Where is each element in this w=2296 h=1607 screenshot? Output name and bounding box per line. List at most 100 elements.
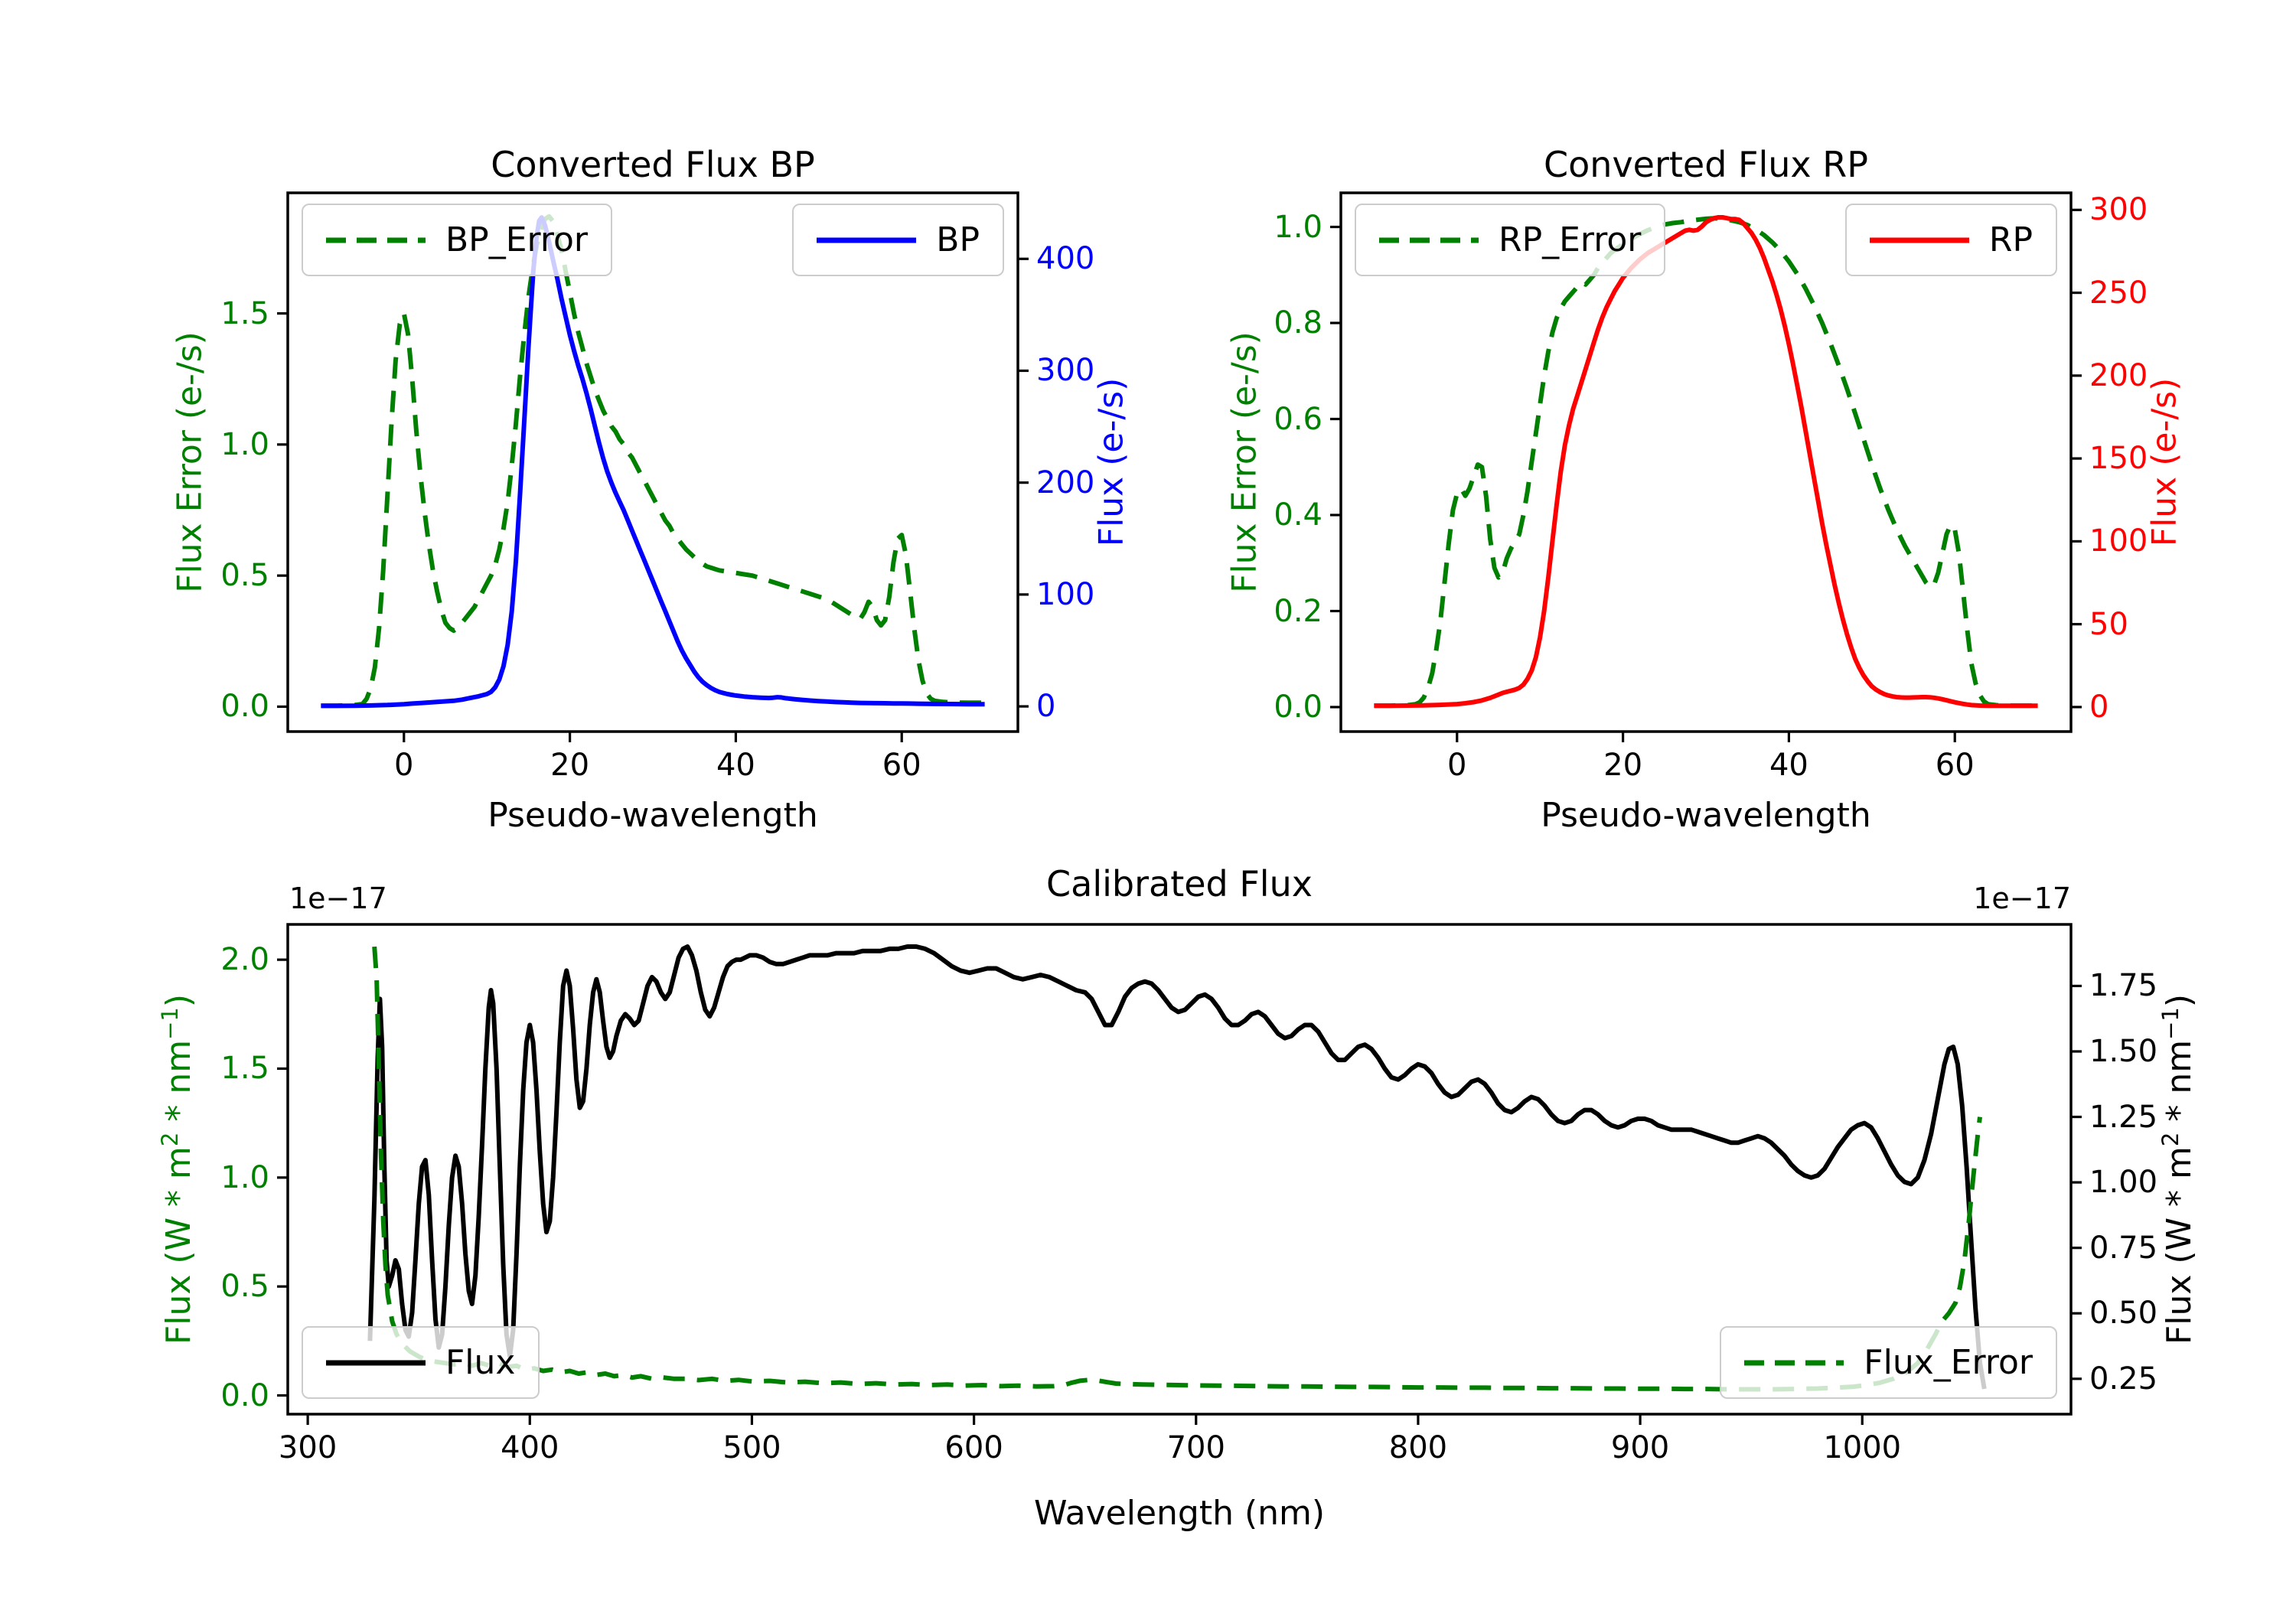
legend-label: Flux_Error — [1864, 1343, 2033, 1382]
ylabel-text: * nm — [2159, 1039, 2199, 1133]
x-tick-label: 300 — [278, 1430, 338, 1465]
calibrated-yaxis-right-label: Flux (W * m2 * nm−1) — [2157, 994, 2199, 1345]
y-right-tick-label: 150 — [2089, 441, 2148, 477]
y-right-tick-label: 200 — [2089, 357, 2148, 393]
y-right-tick-label: 300 — [1036, 353, 1095, 389]
solid-line-icon — [1869, 237, 1969, 243]
calibrated-xaxis-label: Wavelength (nm) — [1033, 1494, 1326, 1533]
x-tick-label: 400 — [501, 1430, 559, 1465]
x-tick-label: 600 — [944, 1430, 1003, 1465]
y-left-tick-label: 2.0 — [220, 942, 269, 978]
axes-frame — [1339, 191, 2073, 733]
flux-line — [367, 944, 1987, 1390]
rp-error-legend: RP_Error — [1355, 204, 1666, 276]
rp-yaxis-left-label: Flux Error (e-/s) — [1225, 331, 1264, 593]
y-left-tick-label: 1.0 — [220, 426, 269, 462]
y-right-tick-label: 50 — [2089, 606, 2128, 642]
calibrated-yaxis-left-label: Flux (W * m2 * nm−1) — [157, 994, 198, 1345]
bp-line — [321, 215, 985, 709]
rp-yaxis-right-label: Flux (e-/s) — [2144, 377, 2184, 547]
ylabel-text: * nm — [158, 1039, 198, 1133]
bp-yaxis-right-label: Flux (e-/s) — [1091, 377, 1131, 547]
y-left-tick-label: 0.2 — [1274, 593, 1322, 629]
y-left-tick-label: 0.4 — [1274, 497, 1322, 533]
y-left-tick-label: 0.5 — [220, 558, 269, 594]
y-right-tick-label: 100 — [2089, 523, 2148, 559]
y-right-tick-label: 1.50 — [2089, 1033, 2158, 1069]
x-tick-label: 40 — [716, 748, 755, 783]
right-axis-offset-text: 1e−17 — [1973, 882, 2071, 915]
y-right-tick-label: 200 — [1036, 464, 1095, 500]
legend-label: Flux — [445, 1343, 516, 1382]
x-tick-label: 1000 — [1823, 1430, 1902, 1465]
dashed-line-icon — [1744, 1360, 1844, 1365]
y-right-tick-label: 0.75 — [2089, 1230, 2158, 1266]
y-right-tick-label: 250 — [2089, 275, 2148, 311]
y-left-tick-label: 0.0 — [220, 1377, 269, 1413]
bp-error-legend: BP_Error — [302, 204, 612, 276]
bp-legend: BP — [792, 204, 1004, 276]
solid-line-icon — [817, 237, 917, 243]
y-left-tick-label: 0.5 — [220, 1269, 269, 1305]
y-left-tick-label: 1.0 — [1274, 209, 1322, 245]
x-tick-label: 20 — [1603, 748, 1643, 783]
x-tick-label: 500 — [722, 1430, 781, 1465]
x-tick-label: 900 — [1610, 1430, 1670, 1465]
rp-error-line — [1374, 216, 2038, 709]
y-right-tick-label: 1.00 — [2089, 1165, 2158, 1201]
bp-chart-title: Converted Flux BP — [491, 144, 815, 185]
x-tick-label: 60 — [1935, 748, 1975, 783]
dashed-line-icon — [326, 237, 426, 243]
ylabel-superscript: −1 — [2157, 1007, 2184, 1040]
calibrated-chart-title: Calibrated Flux — [1046, 863, 1313, 905]
bp-error-line — [321, 214, 985, 709]
legend-label: RP — [1988, 220, 2033, 259]
rp-xaxis-label: Pseudo-wavelength — [1541, 796, 1871, 835]
bp-yaxis-left-label: Flux Error (e-/s) — [170, 331, 210, 593]
rp-chart-title: Converted Flux RP — [1544, 144, 1868, 185]
y-right-tick-label: 0.50 — [2089, 1296, 2158, 1332]
ylabel-text: Flux (W * m — [2159, 1146, 2199, 1345]
axes-frame — [286, 191, 1019, 733]
x-tick-label: 40 — [1769, 748, 1808, 783]
x-tick-label: 0 — [394, 748, 414, 783]
axes-frame — [286, 923, 2073, 1416]
x-tick-label: 0 — [1447, 748, 1467, 783]
rp-legend: RP — [1844, 204, 2057, 276]
x-tick-label: 700 — [1166, 1430, 1225, 1465]
y-left-tick-label: 1.5 — [220, 1051, 269, 1087]
ylabel-superscript: 2 — [2157, 1132, 2184, 1147]
legend-label: RP_Error — [1499, 220, 1642, 259]
x-tick-label: 60 — [882, 748, 921, 783]
bp-xaxis-label: Pseudo-wavelength — [488, 796, 818, 835]
y-right-tick-label: 0.25 — [2089, 1361, 2158, 1397]
left-axis-offset-text: 1e−17 — [289, 882, 387, 915]
y-right-tick-label: 400 — [1036, 241, 1095, 277]
rp-line — [1374, 215, 2038, 709]
y-right-tick-label: 0 — [1036, 689, 1056, 725]
y-left-tick-label: 1.5 — [220, 295, 269, 331]
y-left-tick-label: 1.0 — [220, 1159, 269, 1195]
y-right-tick-label: 0 — [2089, 689, 2109, 725]
y-left-tick-label: 0.6 — [1274, 401, 1322, 437]
ylabel-text: Flux (W * m — [158, 1146, 198, 1345]
flux-legend: Flux — [302, 1326, 540, 1399]
flux-error-legend: Flux_Error — [1720, 1326, 2057, 1399]
y-left-tick-label: 0.0 — [220, 689, 269, 725]
solid-line-icon — [326, 1360, 426, 1365]
ylabel-superscript: −1 — [157, 1007, 184, 1040]
y-right-tick-label: 1.75 — [2089, 968, 2158, 1004]
x-tick-label: 800 — [1388, 1430, 1448, 1465]
y-right-tick-label: 100 — [1036, 576, 1095, 612]
legend-label: BP — [936, 220, 980, 259]
ylabel-superscript: 2 — [157, 1132, 184, 1147]
y-left-tick-label: 0.8 — [1274, 305, 1322, 341]
legend-label: BP_Error — [445, 220, 588, 259]
y-right-tick-label: 1.25 — [2089, 1099, 2158, 1135]
ylabel-text: ) — [2159, 993, 2199, 1008]
dashed-line-icon — [1379, 237, 1479, 243]
ylabel-text: ) — [158, 993, 198, 1008]
x-tick-label: 20 — [550, 748, 590, 783]
y-left-tick-label: 0.0 — [1274, 689, 1322, 725]
